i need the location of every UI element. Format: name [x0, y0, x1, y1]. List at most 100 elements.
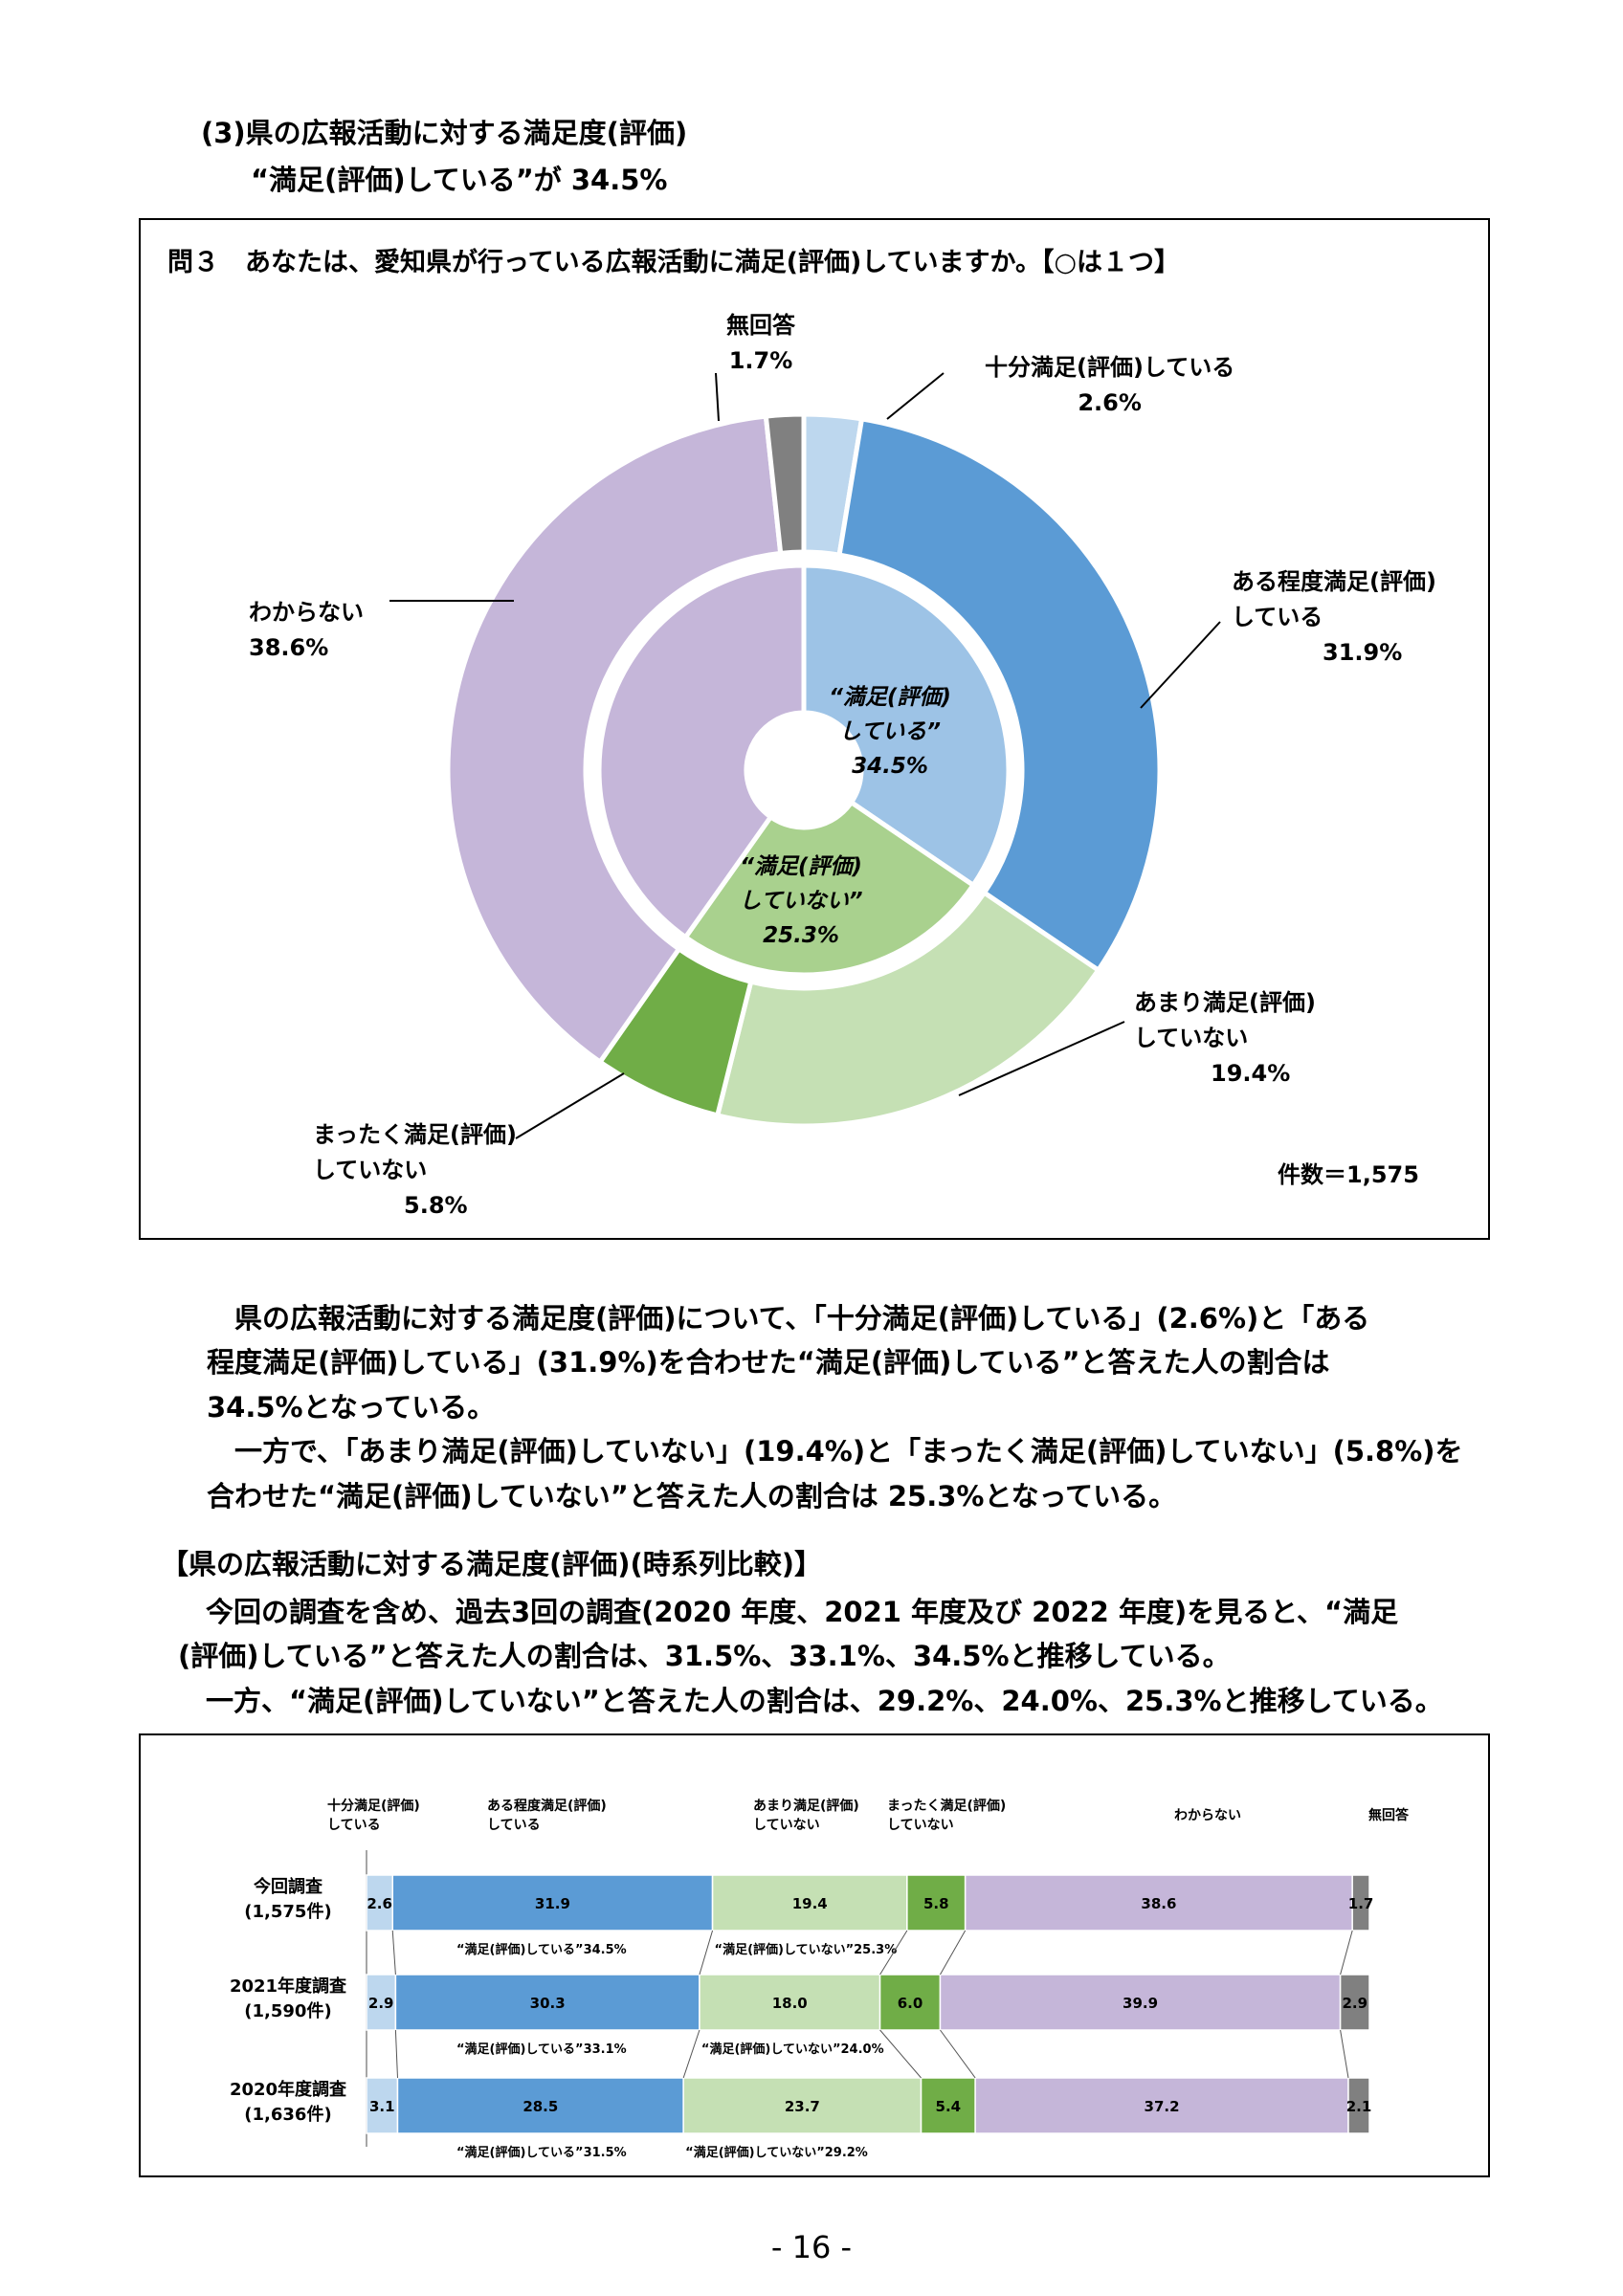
legend-label: ある程度満足(評価)	[487, 1798, 607, 1814]
bar-value-label: 37.2	[1145, 2098, 1180, 2115]
label-mattaku-name: まったく満足(評価)	[313, 1121, 517, 1148]
seg-mattaku	[920, 2077, 976, 2134]
inner-label-satisfied-line: している”	[839, 719, 941, 744]
bar-value-label: 2.9	[1343, 1995, 1368, 2012]
leader-muukaito	[715, 372, 720, 422]
bar-value-label: 30.3	[530, 1995, 566, 2012]
label-juubun-value: 2.6%	[1078, 389, 1142, 417]
leader-amari	[958, 1021, 1125, 1096]
slice-muukaito	[763, 411, 807, 557]
connector-line	[879, 1930, 908, 1976]
legend-label: していない	[753, 1818, 820, 1833]
row-label: 今回調査	[254, 1876, 322, 1897]
connector-line	[1340, 2029, 1349, 2079]
count-label: 件数＝1,575	[1278, 1161, 1419, 1188]
seg-wakaranai	[964, 1874, 1353, 1932]
bar-value-label: 28.5	[522, 2098, 558, 2115]
summary-unsatisfied-label: “満足(評価)していない”25.3%	[715, 1942, 898, 1957]
connector-line	[394, 2029, 398, 2079]
body-line: 程度満足(評価)している」(31.9%)を合わせた“満足(評価)している”と答え…	[207, 1346, 1330, 1380]
bar-value-label: 5.4	[936, 2098, 962, 2115]
body-line: 県の広報活動に対する満足度(評価)について、「十分満足(評価)している」(2.6…	[207, 1302, 1370, 1335]
timeseries-line: 今回の調査を含め、過去3回の調査(2020 年度、2021 年度及び 2022 …	[178, 1596, 1399, 1628]
body-line: 一方で、「あまり満足(評価)していない」(19.4%)と「まったく満足(評価)し…	[207, 1435, 1463, 1468]
legend-label: 無回答	[1368, 1807, 1410, 1823]
label-aruteido-name2: している	[1232, 604, 1323, 631]
connector-line	[699, 1930, 714, 1976]
leader-aruteido	[1140, 621, 1221, 709]
row-label: (1,575件)	[244, 1901, 331, 1922]
label-juubun-name: 十分満足(評価)している	[985, 354, 1235, 381]
seg-juubun	[366, 1874, 393, 1932]
leader-mattaku	[515, 1072, 625, 1139]
label-juubun: 十分満足(評価)している 2.6%	[985, 350, 1234, 421]
label-aruteido-value: 31.9%	[1323, 639, 1403, 667]
slice-aruteido	[836, 416, 1163, 974]
bar-value-label: 23.7	[785, 2098, 820, 2115]
seg-juubun	[366, 1974, 397, 2031]
timeseries-chart-panel: 十分満足(評価) している ある程度満足(評価) している あまり満足(評価) していない…	[139, 1733, 1490, 2177]
seg-wakaranai	[939, 1974, 1342, 2031]
connector-line	[391, 1930, 396, 1976]
body-line: 合わせた“満足(評価)していない”と答えた人の割合は 25.3%となっている。	[207, 1479, 1177, 1512]
bar-value-label: 19.4	[792, 1895, 828, 1912]
inner-slice-unsatisfied	[681, 799, 977, 978]
label-wakaranai-name: わからない	[249, 599, 364, 626]
body-paragraph: 県の広報活動に対する満足度(評価)について、「十分満足(評価)している」(2.6…	[207, 1296, 1463, 1518]
label-mattaku-name2: していない	[313, 1157, 428, 1184]
label-wakaranai: わからない 38.6%	[249, 595, 364, 666]
inner-slice-other	[596, 563, 807, 941]
connector-line	[879, 2029, 922, 2079]
bar-value-label: 38.6	[1141, 1895, 1176, 1912]
timeseries-heading: 【県の広報活動に対する満足度(評価)(時系列比較)】	[161, 1548, 823, 1580]
slice-wakaranai	[445, 413, 784, 1066]
label-amari-name2: していない	[1134, 1025, 1249, 1052]
question-text: 問３ あなたは、愛知県が行っている広報活動に満足(評価)していますか。【○は１つ…	[167, 248, 1181, 277]
inner-label-unsatisfied-line: 25.3%	[763, 923, 839, 948]
seg-wakaranai	[974, 2077, 1349, 2134]
connector-line	[1340, 1930, 1353, 1976]
section-subheading: “満足(評価)している”が 34.5%	[251, 164, 668, 196]
seg-muukaito	[1347, 2077, 1370, 2134]
label-muukaito-value: 1.7%	[728, 347, 793, 375]
donut-chart-panel: 問３ あなたは、愛知県が行っている広報活動に満足(評価)していますか。【○は１つ…	[139, 218, 1490, 1240]
row-label: 2020年度調査	[230, 2079, 346, 2100]
connector-line	[940, 1930, 967, 1976]
bar-value-label: 2.6	[367, 1895, 392, 1912]
section-heading: (3)県の広報活動に対する満足度(評価)	[201, 117, 688, 149]
seg-aruteido	[394, 1974, 700, 2031]
inner-label-unsatisfied-line: “満足(評価)	[740, 854, 862, 879]
row-label: 2021年度調査	[230, 1976, 346, 1997]
row-label: (1,636件)	[244, 2104, 331, 2125]
label-mattaku: まったく満足(評価) していない 5.8%	[313, 1117, 517, 1225]
label-mattaku-value: 5.8%	[404, 1192, 468, 1220]
label-muukaito-name: 無回答	[726, 312, 795, 339]
seg-amari	[699, 1974, 881, 2031]
bar-value-label: 6.0	[898, 1995, 923, 2012]
legend-label: していない	[887, 1818, 954, 1833]
label-amari-value: 19.4%	[1211, 1060, 1291, 1088]
bar-value-label: 39.9	[1123, 1995, 1158, 2012]
bar-value-label: 5.8	[923, 1895, 949, 1912]
summary-unsatisfied-label: “満足(評価)していない”24.0%	[701, 2042, 884, 2057]
seg-mattaku	[878, 1974, 942, 2031]
page-number: - 16 -	[770, 2229, 853, 2265]
label-muukaito: 無回答 1.7%	[726, 308, 795, 379]
bar-value-label: 2.1	[1346, 2098, 1372, 2115]
label-aruteido: ある程度満足(評価) している 31.9%	[1232, 564, 1436, 672]
bar-value-label: 18.0	[772, 1995, 808, 2012]
legend-label: 十分満足(評価)	[327, 1798, 420, 1814]
stacked-bar-chart: 十分満足(評価) している ある程度満足(評価) している あまり満足(評価) していない…	[230, 1798, 1410, 2160]
bar-value-label: 2.9	[368, 1995, 394, 2012]
seg-juubun	[366, 2077, 399, 2134]
seg-muukaito	[1351, 1874, 1370, 1932]
inner-label-satisfied-line: 34.5%	[852, 754, 928, 779]
summary-unsatisfied-label: “満足(評価)していない”29.2%	[685, 2145, 868, 2160]
inner-label-unsatisfied-line: していない”	[739, 889, 862, 914]
body-line: 34.5%となっている。	[207, 1390, 496, 1424]
legend-label: まったく満足(評価)	[887, 1798, 1006, 1814]
slice-amari	[714, 889, 1102, 1129]
summary-satisfied-label: “満足(評価)している”34.5%	[456, 1942, 627, 1957]
bar-value-label: 1.7	[1348, 1895, 1374, 1912]
timeseries-paragraph: 今回の調査を含め、過去3回の調査(2020 年度、2021 年度及び 2022 …	[178, 1590, 1443, 1723]
